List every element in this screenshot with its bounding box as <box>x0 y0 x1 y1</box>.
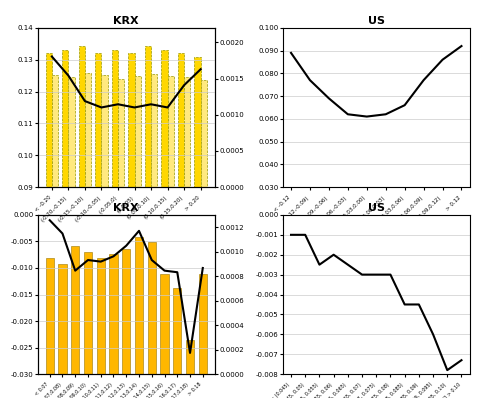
Bar <box>110 254 118 374</box>
Bar <box>95 53 102 187</box>
Bar <box>85 73 91 187</box>
Bar <box>173 289 182 374</box>
Title: US: US <box>368 16 385 26</box>
Title: KRX: KRX <box>114 203 139 213</box>
Bar <box>71 246 80 374</box>
Bar <box>58 264 66 374</box>
Bar <box>128 53 134 187</box>
Bar <box>84 252 92 374</box>
Bar <box>46 53 52 187</box>
Bar <box>194 57 200 187</box>
Bar <box>118 78 124 187</box>
Bar <box>134 76 141 187</box>
Bar <box>46 258 54 374</box>
Bar <box>162 50 168 187</box>
Bar <box>62 50 68 187</box>
Bar <box>186 340 194 374</box>
Title: US: US <box>368 203 385 213</box>
Bar <box>135 237 143 374</box>
Bar <box>102 75 107 187</box>
Bar <box>151 74 158 187</box>
Title: KRX: KRX <box>114 16 139 26</box>
Bar <box>68 77 74 187</box>
Bar <box>184 77 190 187</box>
Bar <box>178 53 184 187</box>
Bar <box>198 274 207 374</box>
Bar <box>200 80 207 187</box>
Bar <box>145 46 151 187</box>
Bar <box>78 46 85 187</box>
Bar <box>122 249 130 374</box>
Bar <box>96 258 105 374</box>
Bar <box>112 50 118 187</box>
Bar <box>52 75 58 187</box>
Bar <box>148 242 156 374</box>
Bar <box>168 76 174 187</box>
Bar <box>160 274 168 374</box>
